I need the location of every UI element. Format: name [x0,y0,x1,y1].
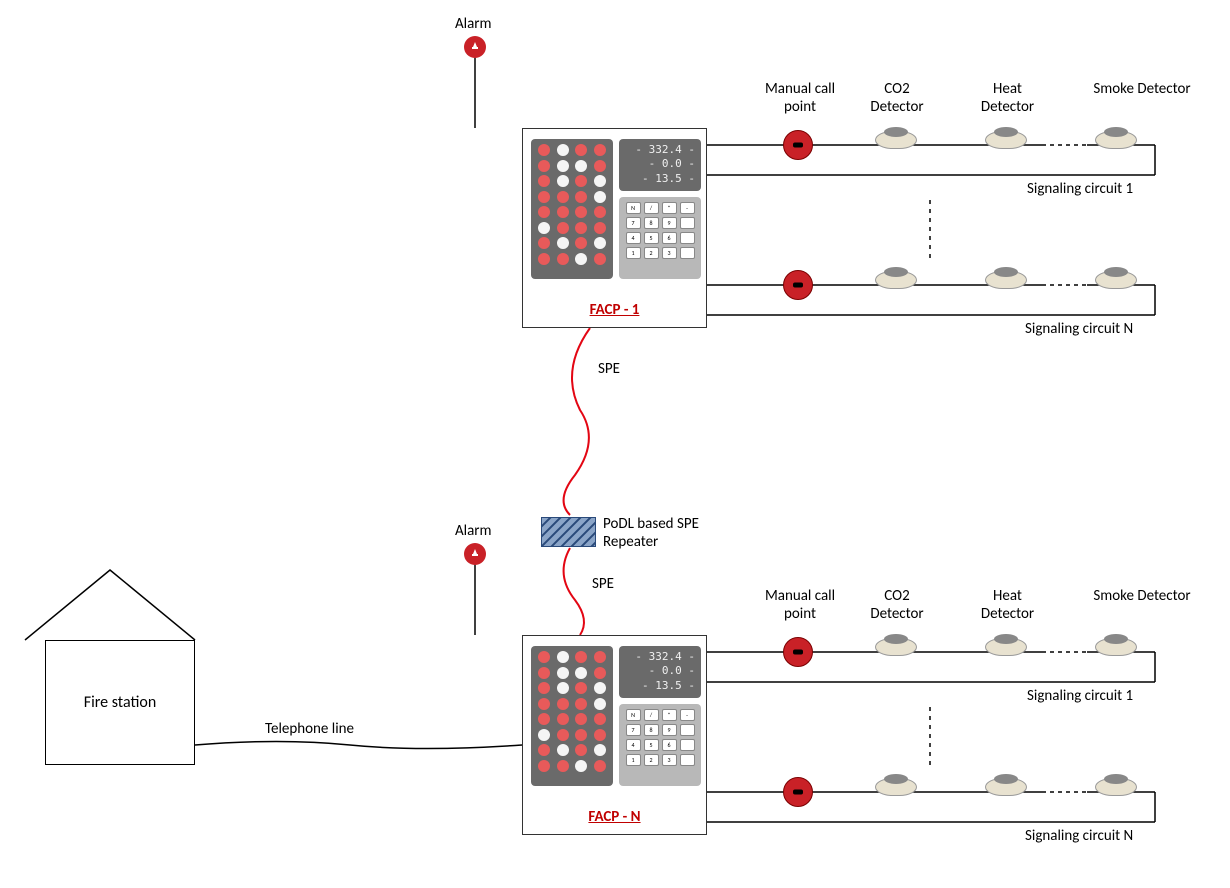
alarm-bell-icon-bottom [464,543,486,565]
spe-label-bottom: SPE [592,575,614,593]
repeater-label: PoDL based SPE Repeater [603,515,723,551]
facpn-led-grid [531,646,613,786]
smoke-label-top: Smoke Detector [1082,80,1202,98]
smoke-detector-icon [1095,125,1137,149]
facp1-display: - 332.4 -- 0.0 -- 13.5 - [619,139,701,191]
heat-label-bottom: Heat Detector [970,587,1045,623]
fire-station-label: Fire station [84,693,156,712]
heat-detector-icon [985,265,1027,289]
alarm-label-bottom: Alarm [455,522,492,540]
signaling-circuit-1-bottom-label: Signaling circuit 1 [1027,687,1133,705]
manual-call-point-icon [783,270,813,300]
manual-call-point-icon [783,130,813,160]
facp1-keypad: N/*-789456123 [619,197,701,279]
alarm-label-top: Alarm [455,15,492,33]
fire-station-box: Fire station [45,640,195,765]
signaling-circuit-n-top-label: Signaling circuit N [1025,320,1133,338]
heat-detector-icon [985,772,1027,796]
heat-label-top: Heat Detector [970,80,1045,116]
facpn-display: - 332.4 -- 0.0 -- 13.5 - [619,646,701,698]
facpn-title: FACP - N [523,808,706,826]
manual-call-point-icon [783,777,813,807]
co2-detector-icon [875,125,917,149]
co2-detector-icon [875,632,917,656]
facpn-keypad: N/*-789456123 [619,704,701,786]
co2-detector-icon [875,265,917,289]
co2-label-top: CO2 Detector [862,80,932,116]
smoke-detector-icon [1095,632,1137,656]
telephone-line-label: Telephone line [265,720,354,738]
facp-1-panel: - 332.4 -- 0.0 -- 13.5 - N/*-789456123 F… [522,128,707,328]
smoke-detector-icon [1095,265,1137,289]
facp-n-panel: - 332.4 -- 0.0 -- 13.5 - N/*-789456123 F… [522,635,707,835]
heat-detector-icon [985,632,1027,656]
facp1-title: FACP - 1 [523,301,706,319]
manual-call-label-bottom: Manual call point [755,587,845,623]
facp1-led-grid [531,139,613,279]
co2-detector-icon [875,772,917,796]
co2-label-bottom: CO2 Detector [862,587,932,623]
signaling-circuit-1-top-label: Signaling circuit 1 [1027,180,1133,198]
spe-repeater-box [541,517,596,547]
signaling-circuit-n-bottom-label: Signaling circuit N [1025,827,1133,845]
smoke-label-bottom: Smoke Detector [1082,587,1202,605]
alarm-bell-icon-top [464,36,486,58]
smoke-detector-icon [1095,772,1137,796]
manual-call-point-icon [783,637,813,667]
spe-label-top: SPE [598,360,620,378]
heat-detector-icon [985,125,1027,149]
manual-call-label-top: Manual call point [755,80,845,116]
